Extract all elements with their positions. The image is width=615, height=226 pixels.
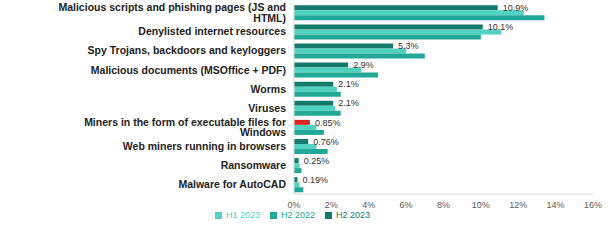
svg-text:10.1%: 10.1%	[488, 22, 514, 32]
svg-text:Worms: Worms	[251, 83, 287, 95]
svg-text:2.9%: 2.9%	[353, 60, 374, 70]
svg-text:0.19%: 0.19%	[303, 175, 329, 185]
svg-text:Malicious scripts and phishing: Malicious scripts and phishing pages (JS…	[58, 1, 286, 24]
svg-text:5.3%: 5.3%	[398, 41, 419, 51]
svg-text:Denylisted internet resources: Denylisted internet resources	[138, 25, 286, 37]
svg-text:10.9%: 10.9%	[503, 3, 529, 13]
svg-text:Viruses: Viruses	[248, 102, 286, 114]
svg-text:Spy Trojans, backdoors and key: Spy Trojans, backdoors and keyloggers	[88, 44, 287, 56]
svg-text:16%: 16%	[584, 200, 602, 210]
svg-text:Malware for AutoCAD: Malware for AutoCAD	[178, 178, 286, 190]
svg-text:12%: 12%	[509, 200, 527, 210]
svg-text:10%: 10%	[472, 200, 490, 210]
svg-text:2%: 2%	[325, 200, 338, 210]
svg-text:Malicious documents (MSOffice: Malicious documents (MSOffice + PDF)	[91, 64, 286, 76]
html-text:H2 2022: H2 2022	[281, 210, 315, 220]
html-text:H1 2023: H1 2023	[226, 210, 260, 220]
svg-text:Ransomware: Ransomware	[221, 159, 287, 171]
svg-text:0.25%: 0.25%	[304, 156, 330, 166]
svg-text:0.76%: 0.76%	[313, 137, 339, 147]
svg-text:6%: 6%	[400, 200, 413, 210]
svg-text:0.85%: 0.85%	[315, 118, 341, 128]
html-text:H2 2023: H2 2023	[336, 210, 370, 220]
svg-text:2.1%: 2.1%	[338, 79, 359, 89]
svg-text:Web miners running in browsers: Web miners running in browsers	[123, 140, 286, 152]
svg-text:4%: 4%	[362, 200, 375, 210]
svg-text:2.1%: 2.1%	[338, 98, 359, 108]
svg-text:0%: 0%	[287, 200, 300, 210]
svg-text:8%: 8%	[437, 200, 450, 210]
svg-text:Miners in the form of executab: Miners in the form of executable files f…	[84, 116, 286, 139]
svg-text:14%: 14%	[547, 200, 565, 210]
